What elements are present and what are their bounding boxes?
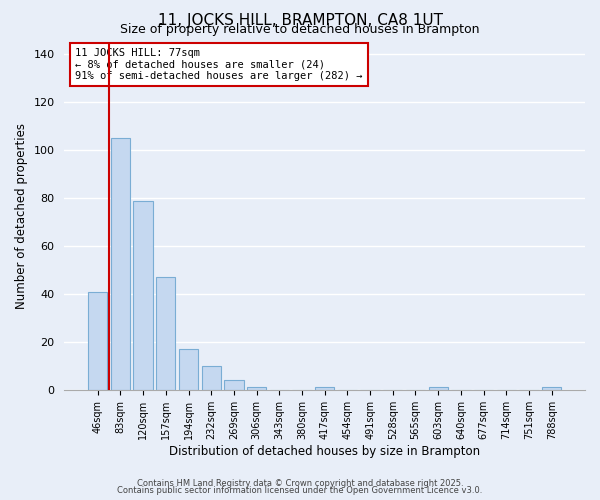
Text: Contains HM Land Registry data © Crown copyright and database right 2025.: Contains HM Land Registry data © Crown c… <box>137 478 463 488</box>
Text: Contains public sector information licensed under the Open Government Licence v3: Contains public sector information licen… <box>118 486 482 495</box>
X-axis label: Distribution of detached houses by size in Brampton: Distribution of detached houses by size … <box>169 444 480 458</box>
Bar <box>156 278 175 390</box>
Y-axis label: Number of detached properties: Number of detached properties <box>15 123 28 309</box>
Bar <box>542 388 562 390</box>
Bar <box>133 200 153 390</box>
Bar <box>179 349 198 390</box>
Bar <box>224 380 244 390</box>
Bar <box>315 388 334 390</box>
Bar <box>88 292 107 390</box>
Text: 11, JOCKS HILL, BRAMPTON, CA8 1UT: 11, JOCKS HILL, BRAMPTON, CA8 1UT <box>157 12 443 28</box>
Bar <box>111 138 130 390</box>
Bar <box>428 388 448 390</box>
Text: Size of property relative to detached houses in Brampton: Size of property relative to detached ho… <box>120 22 480 36</box>
Bar <box>202 366 221 390</box>
Text: 11 JOCKS HILL: 77sqm
← 8% of detached houses are smaller (24)
91% of semi-detach: 11 JOCKS HILL: 77sqm ← 8% of detached ho… <box>75 48 362 81</box>
Bar <box>247 388 266 390</box>
